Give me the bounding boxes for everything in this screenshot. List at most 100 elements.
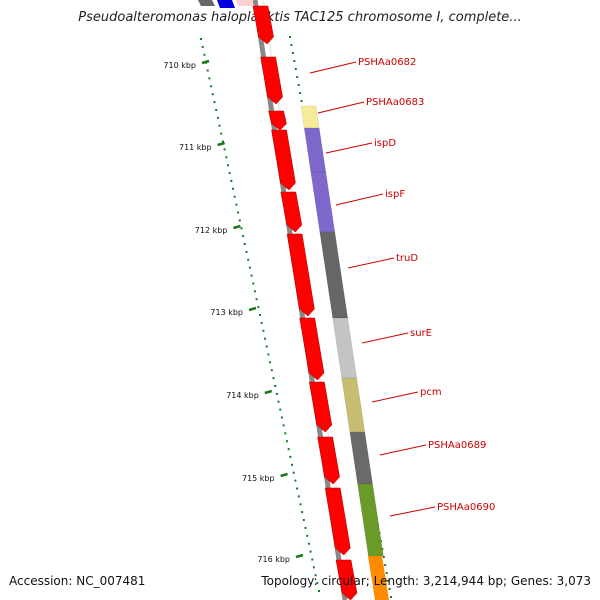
gc-dot <box>200 38 202 40</box>
gc-dot <box>230 179 233 182</box>
gc-dot <box>213 101 216 104</box>
ruler-tick-label: 713 kbp <box>210 308 243 317</box>
gc-dot <box>286 440 288 443</box>
reverse-cds-arrow <box>280 191 303 233</box>
gc-dot <box>206 69 209 72</box>
gc-dot <box>238 219 241 222</box>
gc-dot <box>240 227 243 230</box>
reverse-cds-arrow <box>317 436 340 485</box>
gc-dot <box>210 85 213 88</box>
gc-dot <box>216 116 219 119</box>
gene-label: truD <box>396 253 418 264</box>
ruler-tick <box>201 59 210 65</box>
ruler-tick-label: 710 kbp <box>163 61 196 70</box>
gc-dot <box>257 306 260 309</box>
gc-dot <box>290 44 293 46</box>
gene-callout-line <box>371 391 419 403</box>
ruler-tick-label: 716 kbp <box>257 555 290 564</box>
ruler-tick <box>264 389 273 395</box>
gc-dot <box>280 416 283 419</box>
reverse-cds-arrow <box>324 487 351 556</box>
gc-dot <box>228 172 231 175</box>
gene-callout-layer: PSHAa0682 PSHAa0683 ispD ispF truD surE pcm PSH… <box>309 57 495 517</box>
reverse-cds-arrow <box>309 381 333 433</box>
forward-cds-layer <box>198 0 389 600</box>
gene-callout-line <box>347 257 395 269</box>
gene-callout-line <box>389 506 436 517</box>
gc-dot <box>301 511 304 514</box>
gc-dot <box>293 60 296 62</box>
gc-dot <box>318 590 320 592</box>
gc-dot <box>304 526 307 529</box>
gc-dot <box>245 250 248 253</box>
gene-callout-line <box>309 61 357 74</box>
ruler-tick-label: 711 kbp <box>179 143 212 152</box>
gc-dot <box>262 329 265 332</box>
gc-dot <box>250 274 253 277</box>
reverse-cds-arrow <box>252 5 274 45</box>
gc-dot <box>259 314 261 316</box>
gc-dot <box>294 479 297 482</box>
gc-dot <box>307 542 310 545</box>
gene-label: PSHAa0682 <box>358 57 416 68</box>
ruler-tick-label: 712 kbp <box>195 226 228 235</box>
gc-dot <box>208 77 211 80</box>
gc-dot <box>253 290 256 293</box>
ruler-tick <box>217 141 225 147</box>
ruler-tick-label: 715 kbp <box>242 474 275 483</box>
gc-dot <box>247 258 250 261</box>
forward-gene-block <box>368 556 389 600</box>
gc-dot <box>312 566 315 569</box>
reverse-cds-arrow <box>299 317 325 381</box>
gc-dot <box>223 148 226 151</box>
partial-feature <box>198 0 215 6</box>
reverse-cds-arrow <box>286 233 315 317</box>
gc-dot <box>289 36 291 38</box>
gc-dot <box>277 400 280 403</box>
gene-label: pcm <box>420 387 442 398</box>
partial-feature <box>217 0 235 8</box>
ruler-tick <box>248 306 257 312</box>
gc-dot <box>306 534 309 537</box>
gc-dot <box>237 211 240 214</box>
accession-text: Accession: NC_007481 <box>9 574 146 588</box>
gc-dot <box>279 408 282 411</box>
gc-dot <box>291 52 294 54</box>
gc-dot <box>264 337 267 340</box>
gc-dot <box>388 588 391 590</box>
gc-dot <box>218 124 221 127</box>
gc-dot <box>299 503 302 506</box>
partial-feature <box>236 0 254 6</box>
forward-gene-block <box>341 377 366 433</box>
reverse-cds-arrow <box>271 129 296 191</box>
gc-dot <box>284 432 287 435</box>
gc-dot <box>265 345 268 348</box>
gc-dot <box>232 187 234 190</box>
gc-dot <box>243 243 246 245</box>
gene-callout-line <box>325 142 373 154</box>
gc-dot <box>267 353 270 356</box>
ruler-tick-label: 714 kbp <box>226 391 259 400</box>
gc-dot <box>390 596 392 598</box>
gc-dot <box>233 195 236 198</box>
gc-dot <box>292 471 295 474</box>
gc-dot <box>225 156 228 159</box>
gc-dot <box>282 424 285 427</box>
gc-dot <box>382 556 385 558</box>
gc-dot <box>299 92 302 94</box>
gc-dot <box>211 93 214 96</box>
reverse-cds-arrow <box>335 559 358 600</box>
gene-callout-line <box>361 332 409 344</box>
gc-dot <box>289 455 292 458</box>
gc-dot <box>221 140 224 143</box>
reverse-cds-layer <box>252 5 358 600</box>
forward-gene-block <box>310 171 336 233</box>
gene-label: ispD <box>374 138 396 149</box>
gc-dot <box>297 495 300 498</box>
gc-dot <box>242 235 245 238</box>
gc-dot <box>314 574 317 577</box>
forward-gene-block <box>303 127 327 173</box>
gene-callout-line <box>335 193 384 206</box>
genome-summary-text: Topology: circular; Length: 3,214,944 bp… <box>261 574 591 588</box>
gc-dot <box>248 266 251 269</box>
